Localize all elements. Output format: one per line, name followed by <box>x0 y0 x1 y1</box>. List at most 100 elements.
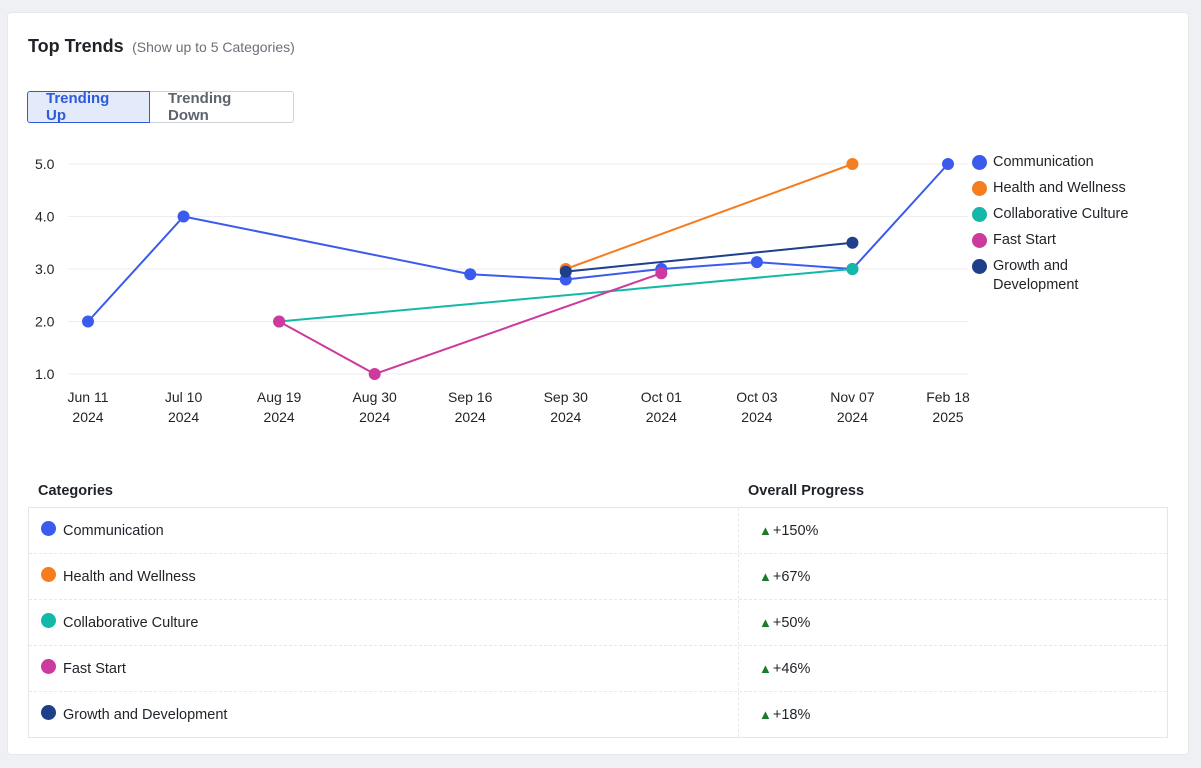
data-point <box>368 368 381 380</box>
trend-toggle: Trending Up Trending Down <box>27 90 294 124</box>
series-line <box>565 163 853 270</box>
y-tick-label: 4.0 <box>35 209 55 225</box>
x-tick-label: Aug 19 <box>257 389 302 405</box>
category-cell: Health and Wellness <box>29 554 739 599</box>
x-tick-label: Feb 18 <box>926 389 970 405</box>
table-row: Health and Wellness ▲ +67% <box>29 554 1167 600</box>
progress-cell: ▲ +50% <box>739 600 810 645</box>
category-name: Health and Wellness <box>63 568 196 585</box>
x-tick-label: Sep 30 <box>544 389 589 405</box>
data-point <box>942 158 954 170</box>
y-tick-label: 2.0 <box>35 314 55 330</box>
legend-item[interactable]: Communication <box>972 153 1172 172</box>
category-cell: Growth and Development <box>29 692 739 737</box>
legend-label: Growth and Development <box>993 258 1079 293</box>
x-tick-year-label: 2024 <box>741 409 772 425</box>
x-tick-year-label: 2024 <box>359 409 390 425</box>
x-tick-year-label: 2024 <box>646 409 677 425</box>
category-name: Communication <box>63 522 164 539</box>
data-point <box>559 265 572 278</box>
table-body: Communication ▲ +150% Health and Wellness ▲ +… <box>28 507 1168 738</box>
series-line <box>278 272 662 376</box>
table-row: Fast Start ▲ +46% <box>29 646 1167 692</box>
x-tick-label: Oct 01 <box>641 389 682 405</box>
category-cell: Communication <box>29 508 739 553</box>
category-name: Growth and Development <box>63 706 228 723</box>
data-point <box>846 236 859 249</box>
legend-item[interactable]: Collaborative Culture <box>972 205 1172 224</box>
legend-item[interactable]: Fast Start <box>972 231 1172 250</box>
progress-cell: ▲ +46% <box>739 646 810 691</box>
data-point <box>655 267 668 280</box>
category-color-dot <box>41 520 56 536</box>
trend-up-arrow-icon: ▲ <box>759 661 772 676</box>
x-tick-year-label: 2024 <box>550 409 581 425</box>
x-tick-year-label: 2024 <box>168 409 199 425</box>
progress-value: +18% <box>772 706 811 723</box>
category-cell: Fast Start <box>29 646 739 691</box>
legend-item[interactable]: Growth and Development <box>972 257 1172 295</box>
trending-down-button[interactable]: Trending Down <box>150 90 294 124</box>
series-line <box>565 241 853 273</box>
progress-cell: ▲ +18% <box>739 692 810 737</box>
data-point <box>846 263 859 275</box>
data-point <box>82 315 94 328</box>
progress-value: +150% <box>772 522 819 539</box>
x-tick-label: Jun 11 <box>68 389 109 405</box>
data-point <box>273 315 286 328</box>
y-tick-label: 5.0 <box>35 156 55 172</box>
series-line <box>279 268 853 323</box>
trend-line-chart: 5.0 4.0 3.0 2.0 1.0 Jun 11 2024 Jul 10 2024 Aug 1… <box>35 156 970 425</box>
legend-color-dot <box>972 155 987 170</box>
category-color-dot <box>41 704 56 720</box>
legend-label: Communication <box>993 154 1094 170</box>
legend-label: Health and Wellness <box>993 180 1126 196</box>
card-subtitle: (Show up to 5 Categories) <box>132 39 295 55</box>
legend-item[interactable]: Health and Wellness <box>972 179 1172 198</box>
legend-color-dot <box>972 233 987 248</box>
category-name: Collaborative Culture <box>63 614 199 631</box>
data-point <box>750 256 763 269</box>
chart-legend: Communication Health and Wellness Collabor… <box>972 153 1172 302</box>
category-name: Fast Start <box>63 660 126 677</box>
x-tick-year-label: 2024 <box>72 409 103 425</box>
category-color-dot <box>41 566 56 582</box>
y-tick-label: 1.0 <box>35 366 55 382</box>
data-point <box>464 268 477 281</box>
title-row: Top Trends (Show up to 5 Categories) <box>28 36 295 57</box>
trending-up-button[interactable]: Trending Up <box>27 90 150 124</box>
legend-color-dot <box>972 259 987 274</box>
legend-color-dot <box>972 207 987 222</box>
trend-up-arrow-icon: ▲ <box>759 615 772 630</box>
category-cell: Collaborative Culture <box>29 600 739 645</box>
progress-value: +50% <box>772 614 811 631</box>
table-row: Communication ▲ +150% <box>29 508 1167 554</box>
table-header: Categories Overall Progress <box>28 475 1168 507</box>
category-color-dot <box>41 612 56 628</box>
data-point <box>846 158 859 170</box>
x-tick-year-label: 2024 <box>455 409 486 425</box>
progress-cell: ▲ +150% <box>739 508 818 553</box>
x-tick-label: Sep 16 <box>448 389 493 405</box>
x-tick-label: Nov 07 <box>830 389 875 405</box>
header-overall-progress: Overall Progress <box>748 483 865 499</box>
data-point <box>177 210 190 223</box>
legend-label: Fast Start <box>993 232 1056 248</box>
legend-color-dot <box>972 181 987 196</box>
x-tick-label: Aug 30 <box>352 389 397 405</box>
trend-up-arrow-icon: ▲ <box>759 707 772 722</box>
category-color-dot <box>41 658 56 674</box>
y-tick-label: 3.0 <box>35 261 55 277</box>
trend-up-arrow-icon: ▲ <box>759 523 772 538</box>
x-tick-year-label: 2024 <box>264 409 295 425</box>
progress-value: +46% <box>772 660 811 677</box>
series-line <box>87 163 949 323</box>
legend-label: Collaborative Culture <box>993 206 1129 222</box>
table-row: Collaborative Culture ▲ +50% <box>29 600 1167 646</box>
table-row: Growth and Development ▲ +18% <box>29 692 1167 737</box>
x-tick-year-label: 2025 <box>932 409 963 425</box>
header-categories: Categories <box>38 483 113 499</box>
categories-table: Categories Overall Progress Communicatio… <box>28 475 1168 738</box>
top-trends-card: Top Trends (Show up to 5 Categories) Tre… <box>8 13 1188 754</box>
card-title: Top Trends <box>28 36 124 56</box>
